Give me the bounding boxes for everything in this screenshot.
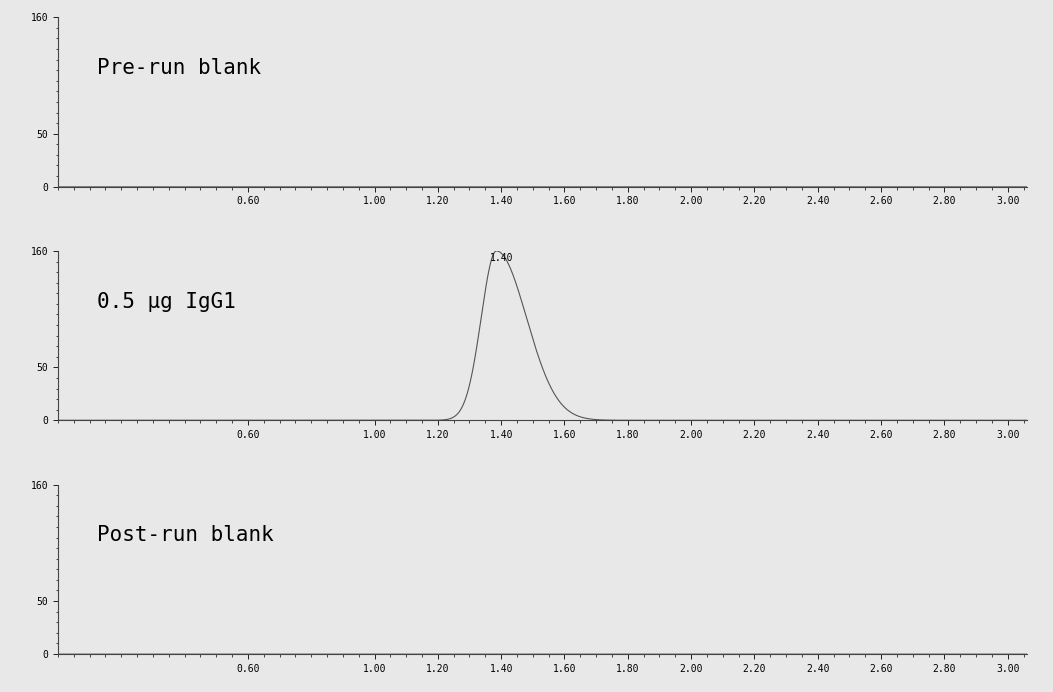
Text: Post-run blank: Post-run blank — [97, 525, 274, 545]
Text: Pre-run blank: Pre-run blank — [97, 58, 261, 78]
Text: 0.5 μg IgG1: 0.5 μg IgG1 — [97, 292, 236, 312]
Text: 1.40: 1.40 — [490, 253, 513, 263]
